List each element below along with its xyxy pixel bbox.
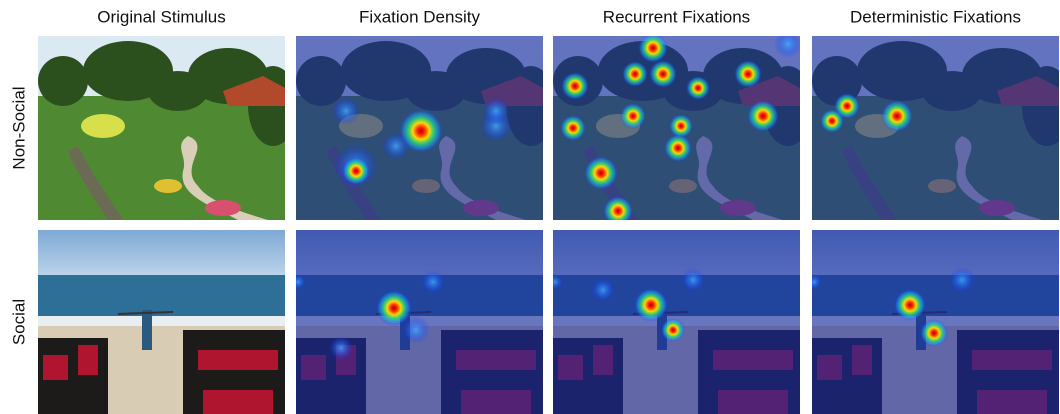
heatmap-blob xyxy=(620,103,646,129)
heatmap-blob xyxy=(681,268,705,292)
heatmap-blob xyxy=(332,97,360,125)
heatmap-blob xyxy=(638,33,668,63)
stimulus-panel xyxy=(806,230,1059,414)
image xyxy=(38,230,285,414)
heatmap-blob xyxy=(342,157,370,185)
image xyxy=(296,36,556,220)
person xyxy=(142,310,152,350)
stimulus-panel xyxy=(547,230,800,414)
heatmap-blob xyxy=(622,61,648,87)
heatmap-blob xyxy=(290,274,306,290)
heatmap-blob xyxy=(547,274,563,290)
row-label: Non-Social xyxy=(9,86,28,169)
stimulus-panel xyxy=(38,230,285,414)
stimulus-panel xyxy=(38,36,298,220)
stimulus-panel xyxy=(296,36,556,220)
heatmap-blob xyxy=(774,30,802,58)
heatmap-blob xyxy=(686,76,710,100)
stimulus-panel xyxy=(553,30,813,226)
heatmap-blob xyxy=(482,97,510,125)
row-label: Social xyxy=(9,299,28,345)
image xyxy=(553,30,813,226)
image xyxy=(290,230,543,414)
tablecloth xyxy=(203,390,273,414)
heatmap-blob xyxy=(820,109,844,133)
image xyxy=(38,36,298,220)
heatmap-blob xyxy=(329,336,353,360)
heatmap-blob xyxy=(402,316,430,344)
heatmap-blob xyxy=(560,115,586,141)
image xyxy=(806,230,1059,414)
tablecloth xyxy=(43,355,68,380)
heatmap-blob xyxy=(881,100,913,132)
heatmap-blob xyxy=(382,132,410,160)
shrub xyxy=(81,114,125,138)
flowers xyxy=(205,200,241,216)
figure: Original Stimulus Fixation Density Recurre… xyxy=(0,0,1060,414)
heatmap-blob xyxy=(649,60,677,88)
tablecloth xyxy=(78,345,98,375)
surf xyxy=(38,316,285,326)
heatmap-blob xyxy=(664,134,692,162)
column-title: Fixation Density xyxy=(359,7,480,26)
column-title: Deterministic Fixations xyxy=(850,7,1021,26)
heatmap-blob xyxy=(894,289,926,321)
column-title: Original Stimulus xyxy=(97,7,226,26)
heatmap-blob xyxy=(661,318,685,342)
heatmap-blob xyxy=(634,288,668,322)
heatmap-blob xyxy=(591,278,615,302)
stimulus-panel xyxy=(812,36,1060,220)
heatmap-blob xyxy=(949,267,975,293)
tablecloth xyxy=(198,350,278,370)
heatmap-blob xyxy=(806,274,822,290)
heatmap-blob xyxy=(920,319,948,347)
sky xyxy=(38,230,285,275)
tree xyxy=(38,56,88,106)
heatmap-blob xyxy=(561,72,589,100)
stimulus-panel xyxy=(290,230,543,414)
flowers xyxy=(154,179,182,193)
heatmap-blob xyxy=(603,196,633,226)
tree xyxy=(148,71,208,111)
heatmap-blob xyxy=(421,270,445,294)
column-title: Recurrent Fixations xyxy=(603,7,750,26)
image xyxy=(812,36,1060,220)
heatmap-blob xyxy=(747,100,779,132)
heatmap-tint xyxy=(812,36,1059,220)
image xyxy=(547,230,800,414)
heatmap-blob xyxy=(734,60,762,88)
heatmap-blob xyxy=(584,156,618,190)
